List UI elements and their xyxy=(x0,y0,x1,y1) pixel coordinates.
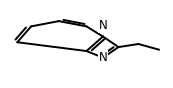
Text: N: N xyxy=(99,51,107,64)
Text: N: N xyxy=(99,19,107,32)
